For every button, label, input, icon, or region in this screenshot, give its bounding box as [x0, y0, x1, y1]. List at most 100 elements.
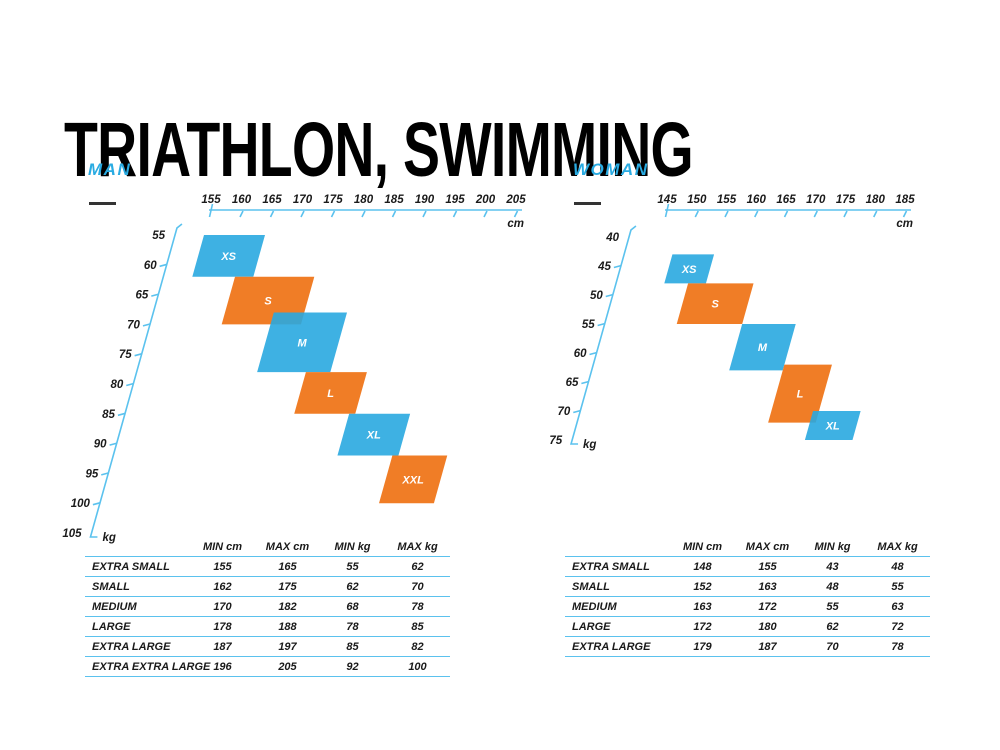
table-cell: 182 [255, 597, 320, 617]
table-cell: 165 [255, 557, 320, 577]
table-cell: 85 [320, 637, 385, 657]
y-axis-tick [159, 263, 168, 268]
y-axis-tick [126, 382, 134, 387]
x-tick-label: 150 [687, 194, 707, 206]
table-cell: 179 [670, 637, 735, 657]
y-axis-tick [605, 293, 614, 298]
size-region-xs [664, 254, 715, 284]
x-axis-tick [694, 210, 699, 218]
table-cell: 152 [670, 577, 735, 597]
table-cell: 178 [190, 617, 255, 637]
y-tick-label: 70 [127, 319, 140, 331]
x-tick-label: 175 [836, 194, 856, 206]
y-axis-tick [134, 352, 143, 357]
x-tick-label: 180 [354, 194, 374, 206]
x-tick-label: 185 [895, 194, 915, 206]
x-axis-tick [754, 210, 759, 218]
y-axis-tick [92, 501, 101, 506]
y-tick-label: 60 [144, 260, 157, 272]
y-axis-tick [581, 380, 590, 385]
x-tick-label: 155 [717, 194, 737, 206]
table-row-label: EXTRA SMALL [565, 557, 670, 577]
woman-heading-dash [574, 202, 601, 205]
y-tick-label: 70 [557, 406, 570, 418]
table-cell: 148 [670, 557, 735, 577]
y-axis-tick [589, 351, 598, 356]
x-axis-unit: cm [507, 218, 524, 230]
size-region-xxl [379, 455, 448, 504]
size-region-label: XL [825, 421, 840, 433]
table-header: MAX cm [255, 537, 320, 557]
table-header-spacer [85, 537, 190, 557]
table-cell: 55 [800, 597, 865, 617]
man-size-chart: XS S M L XL XXL 155 160 165 170 175 180 185 190 195 200… [62, 194, 526, 544]
table-cell: 72 [865, 617, 930, 637]
x-tick-label: 185 [384, 194, 404, 206]
x-tick-label: 205 [505, 194, 526, 206]
table-header: MIN cm [670, 537, 735, 557]
y-axis-tick [109, 442, 118, 446]
y-tick-label: 75 [119, 349, 132, 361]
table-row-label: EXTRA LARGE [565, 637, 670, 657]
size-region-label: XS [220, 251, 236, 263]
table-cell: 197 [255, 637, 320, 657]
y-axis-tick [597, 322, 606, 327]
x-axis-tick [664, 203, 670, 218]
table-cell: 70 [800, 637, 865, 657]
x-axis-tick [300, 210, 305, 218]
man-size-table: MIN cm MAX cm MIN kg MAX kg EXTRA SMALL 155 16… [85, 537, 450, 677]
x-axis-tick [239, 210, 244, 218]
table-header-spacer [565, 537, 670, 557]
y-tick-label: 45 [597, 261, 611, 273]
table-cell: 180 [735, 617, 800, 637]
x-tick-label: 195 [445, 194, 465, 206]
y-tick-label: 55 [582, 319, 595, 331]
x-tick-label: 160 [232, 194, 252, 206]
table-cell: 43 [800, 557, 865, 577]
x-tick-label: 165 [262, 194, 282, 206]
size-region-s [221, 276, 315, 325]
x-tick-label: 145 [657, 194, 677, 206]
y-axis-tick [151, 293, 160, 297]
page-title: TRIATHLON, SWIMMING [64, 106, 694, 193]
size-region-l [294, 372, 367, 414]
size-region-label: L [327, 388, 334, 400]
table-cell: 163 [735, 577, 800, 597]
table-cell: 48 [800, 577, 865, 597]
woman-size-chart: XS S M L XL 145 150 155 160 165 170 175 180 185 cm 40 45… [549, 194, 915, 451]
x-axis-tick [813, 210, 818, 218]
table-cell: 85 [385, 617, 450, 637]
table-cell: 78 [385, 597, 450, 617]
x-tick-label: 180 [866, 194, 886, 206]
size-region-label: S [711, 299, 719, 311]
table-cell: 170 [190, 597, 255, 617]
y-axis-unit: kg [102, 532, 115, 544]
y-tick-label: 75 [549, 435, 562, 447]
table-cell: 187 [735, 637, 800, 657]
table-cell: 82 [385, 637, 450, 657]
table-cell: 63 [865, 597, 930, 617]
y-tick-label: 100 [71, 498, 91, 510]
table-cell: 155 [190, 557, 255, 577]
table-cell: 155 [735, 557, 800, 577]
table-cell: 205 [255, 657, 320, 677]
y-tick-label: 80 [110, 379, 123, 391]
table-header: MIN kg [320, 537, 385, 557]
size-region-m [257, 312, 348, 373]
table-cell: 55 [865, 577, 930, 597]
size-region-l [768, 364, 832, 423]
table-header: MAX kg [865, 537, 930, 557]
x-tick-label: 170 [806, 194, 826, 206]
x-axis-tick [269, 210, 275, 218]
table-cell: 172 [670, 617, 735, 637]
table-row-label: SMALL [85, 577, 190, 597]
size-region-label: S [264, 296, 272, 308]
table-cell: 163 [670, 597, 735, 617]
table-cell: 196 [190, 657, 255, 677]
table-cell: 70 [385, 577, 450, 597]
x-tick-label: 165 [776, 194, 796, 206]
table-header: MIN kg [800, 537, 865, 557]
y-axis-unit: kg [583, 439, 596, 451]
table-row-label: MEDIUM [85, 597, 190, 617]
y-tick-label: 105 [62, 528, 82, 540]
